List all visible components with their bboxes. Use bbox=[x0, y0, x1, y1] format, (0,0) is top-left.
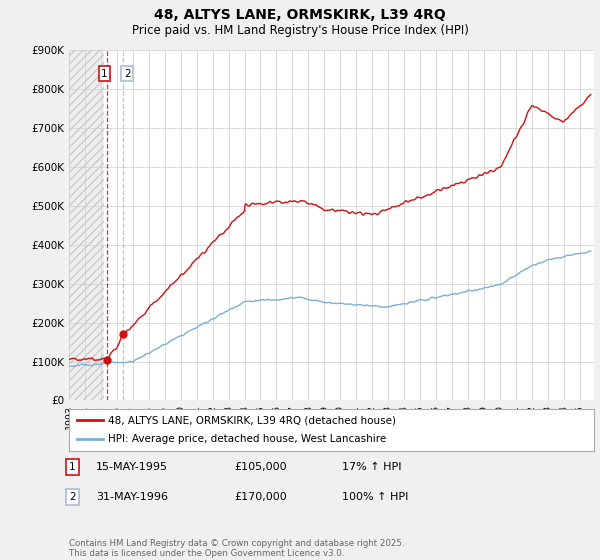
Text: 2: 2 bbox=[69, 492, 76, 502]
Text: Contains HM Land Registry data © Crown copyright and database right 2025.
This d: Contains HM Land Registry data © Crown c… bbox=[69, 539, 404, 558]
Text: 1: 1 bbox=[101, 69, 108, 79]
Text: Price paid vs. HM Land Registry's House Price Index (HPI): Price paid vs. HM Land Registry's House … bbox=[131, 24, 469, 37]
Text: £105,000: £105,000 bbox=[234, 462, 287, 472]
Text: 2: 2 bbox=[124, 69, 131, 79]
Text: 15-MAY-1995: 15-MAY-1995 bbox=[96, 462, 168, 472]
Text: 48, ALTYS LANE, ORMSKIRK, L39 4RQ (detached house): 48, ALTYS LANE, ORMSKIRK, L39 4RQ (detac… bbox=[109, 415, 397, 425]
Text: £170,000: £170,000 bbox=[234, 492, 287, 502]
Text: 100% ↑ HPI: 100% ↑ HPI bbox=[342, 492, 409, 502]
Text: 31-MAY-1996: 31-MAY-1996 bbox=[96, 492, 168, 502]
Text: 48, ALTYS LANE, ORMSKIRK, L39 4RQ: 48, ALTYS LANE, ORMSKIRK, L39 4RQ bbox=[154, 8, 446, 22]
Text: 17% ↑ HPI: 17% ↑ HPI bbox=[342, 462, 401, 472]
Text: 1: 1 bbox=[69, 462, 76, 472]
Bar bbox=[69, 50, 104, 400]
Text: HPI: Average price, detached house, West Lancashire: HPI: Average price, detached house, West… bbox=[109, 435, 386, 445]
